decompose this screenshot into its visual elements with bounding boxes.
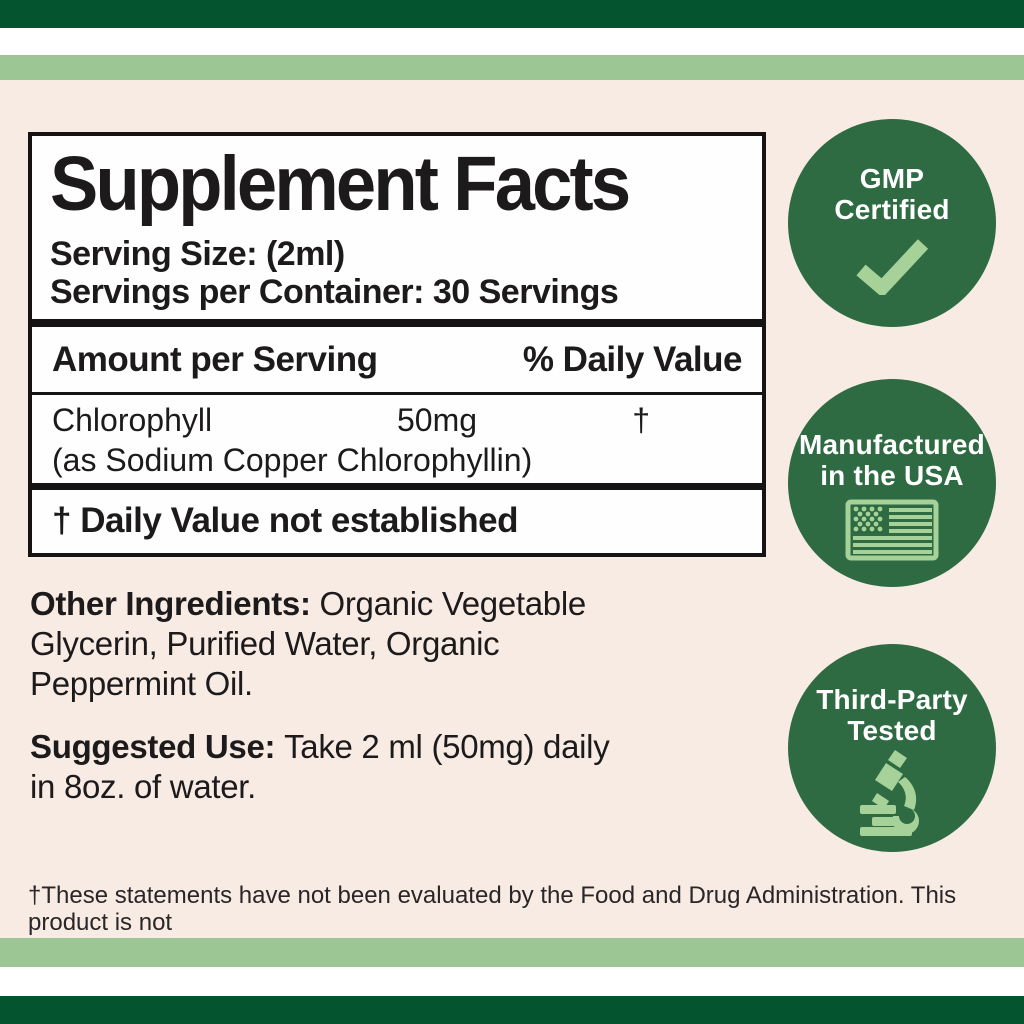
- daily-value-footnote: † Daily Value not established: [52, 501, 518, 541]
- column-header-row: Amount per Serving % Daily Value: [32, 327, 762, 392]
- ingredient-rows: Chlorophyll 50mg † (as Sodium Copper Chl…: [32, 395, 762, 483]
- supplement-facts-panel: Supplement Facts Serving Size: (2ml) Ser…: [28, 132, 766, 558]
- microscope-icon: [860, 750, 919, 836]
- serving-info: Serving Size: (2ml) Servings per Contain…: [50, 235, 744, 311]
- divider-thick-top: [32, 319, 762, 328]
- other-ingredients-paragraph: Other Ingredients: Organic Vegetable Gly…: [30, 584, 690, 704]
- bottom-bar-white: [0, 967, 1024, 996]
- badge-tpt-text: Third-Party Tested: [816, 684, 968, 746]
- ingredient-detail: (as Sodium Copper Chlorophyllin): [52, 442, 533, 479]
- badge-manufactured-usa: Manufactured in the USA: [788, 379, 996, 587]
- ingredient-daily-value: †: [632, 402, 651, 439]
- badge-usa-text: Manufactured in the USA: [799, 429, 985, 491]
- badge-third-party-tested: Third-Party Tested: [788, 644, 996, 852]
- top-bar-white: [0, 28, 1024, 55]
- badge-gmp-certified: GMP Certified: [788, 119, 996, 327]
- usa-flag-icon: [845, 499, 939, 561]
- column-daily-value: % Daily Value: [522, 340, 743, 380]
- panel-header: Supplement Facts Serving Size: (2ml) Ser…: [32, 136, 762, 319]
- serving-size: Serving Size: (2ml): [50, 235, 345, 274]
- badge-gmp-line2: Certified: [834, 194, 950, 225]
- other-ingredients-line2: Glycerin, Purified Water, Organic: [30, 625, 500, 662]
- suggested-use-line2: in 8oz. of water.: [30, 768, 257, 805]
- suggested-use-line1: Take 2 ml (50mg) daily: [284, 728, 610, 765]
- other-ingredients-line3: Peppermint Oil.: [30, 665, 253, 702]
- column-amount-per-serving: Amount per Serving: [52, 340, 378, 380]
- table-row: Chlorophyll 50mg †: [52, 400, 742, 440]
- bottom-bar-dark-green: [0, 996, 1024, 1024]
- servings-per-container: Servings per Container: 30 Servings: [50, 273, 619, 312]
- bottom-accent-bars: [0, 938, 1024, 1024]
- other-ingredients-line1: Organic Vegetable: [319, 585, 587, 622]
- badge-gmp-text: GMP Certified: [834, 163, 949, 225]
- fda-disclaimer-line1: †These statements have not been evaluate…: [28, 882, 957, 936]
- suggested-use-paragraph: Suggested Use: Take 2 ml (50mg) daily in…: [30, 727, 690, 807]
- badge-usa-line2: in the USA: [820, 460, 964, 491]
- badge-tpt-line1: Third-Party: [816, 684, 968, 715]
- top-bar-light-green: [0, 55, 1024, 80]
- badge-gmp-line1: GMP: [859, 163, 925, 194]
- panel-title: Supplement Facts: [50, 141, 631, 227]
- top-accent-bars: [0, 0, 1024, 80]
- bottom-bar-light-green: [0, 938, 1024, 967]
- divider-thin: [32, 392, 762, 396]
- suggested-use-label: Suggested Use:: [30, 728, 285, 765]
- ingredient-amount: 50mg: [397, 402, 478, 439]
- checkmark-icon: [856, 239, 929, 295]
- badge-tpt-line2: Tested: [847, 715, 937, 746]
- ingredient-name: Chlorophyll: [52, 402, 213, 439]
- other-ingredients-label: Other Ingredients:: [30, 585, 320, 622]
- badge-usa-line1: Manufactured: [799, 429, 985, 460]
- divider-thick-bottom: [32, 483, 762, 491]
- top-bar-dark-green: [0, 0, 1024, 28]
